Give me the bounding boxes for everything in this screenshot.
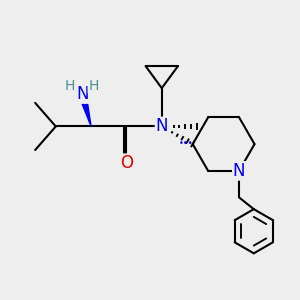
Text: •••: ••• [179, 139, 194, 148]
Text: H: H [65, 79, 75, 93]
Text: H: H [88, 79, 99, 93]
Text: N: N [76, 85, 88, 103]
Text: N: N [155, 117, 168, 135]
Polygon shape [79, 93, 91, 126]
Text: N: N [233, 162, 245, 180]
Text: O: O [120, 154, 133, 172]
